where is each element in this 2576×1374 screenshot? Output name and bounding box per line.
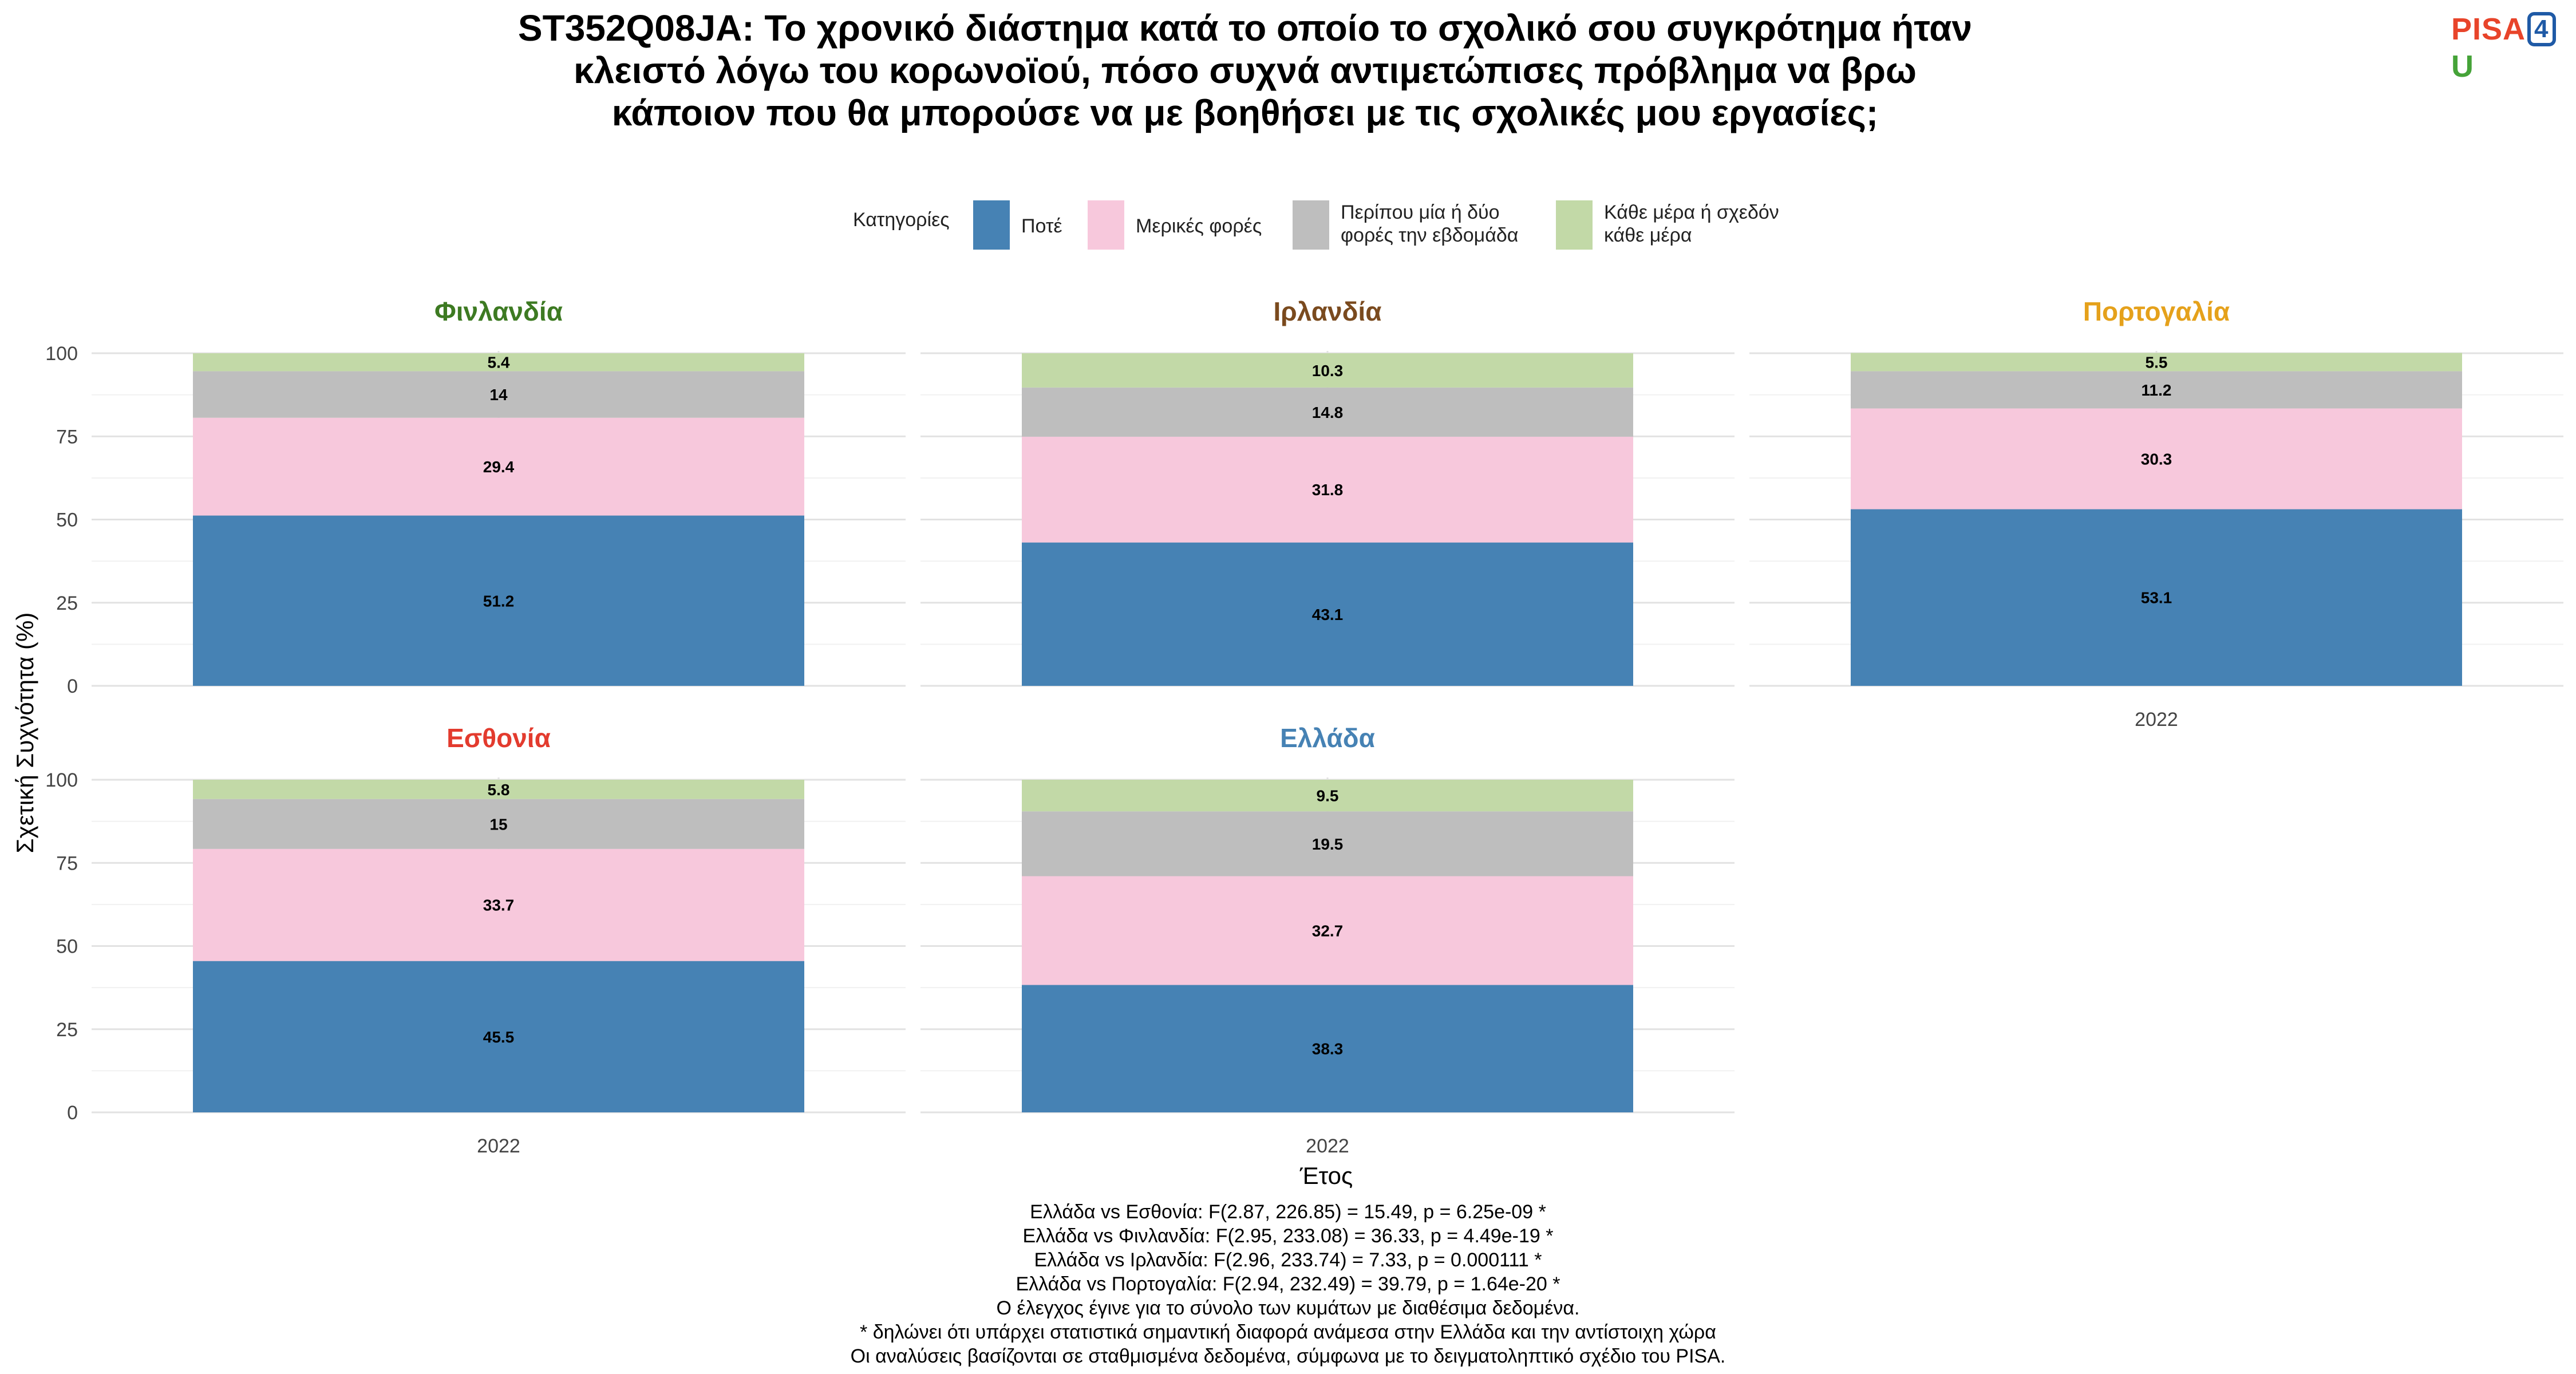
bar-segment (1022, 876, 1633, 985)
pisa4u-logo: PISA 4 U (2451, 11, 2576, 84)
data-label: 5.8 (488, 781, 510, 799)
legend-label: Μερικές φορές (1136, 215, 1262, 237)
bar-segment (193, 417, 804, 516)
bar-segment (193, 353, 804, 372)
bar-segment (1022, 780, 1633, 812)
x-tick-label: 2022 (2135, 709, 2178, 731)
bar-segment (1851, 371, 2462, 409)
legend-label: κάθε μέρα (1604, 224, 1692, 246)
y-tick-label: 100 (45, 769, 78, 791)
bar-segment (1022, 387, 1633, 437)
legend-swatch (1556, 200, 1593, 250)
panel-title: Φινλανδία (434, 297, 563, 326)
footnotes: Ελλάδα vs Εσθονία: F(2.87, 226.85) = 15.… (658, 1200, 1918, 1368)
data-label: 9.5 (1317, 787, 1339, 805)
panel-title: Πορτογαλία (2083, 297, 2230, 326)
data-label: 51.2 (483, 592, 515, 610)
bar-segment (193, 515, 804, 686)
y-tick-label: 75 (56, 852, 78, 874)
logo-part-pisa: PISA (2451, 12, 2526, 46)
legend-title: Κατηγορίες (853, 209, 950, 231)
bar-segment (1022, 811, 1633, 876)
note-line: Ο έλεγχος έγινε για το σύνολο των κυμάτω… (996, 1297, 1580, 1319)
data-label: 43.1 (1312, 606, 1344, 623)
data-label: 30.3 (2141, 450, 2172, 468)
y-tick-label: 100 (45, 343, 78, 365)
x-axis-title: Έτος (1299, 1162, 1353, 1189)
data-label: 15 (489, 815, 507, 833)
panel-title: Ιρλανδία (1273, 297, 1381, 326)
legend-swatch (1088, 200, 1124, 250)
legend-label: φορές την εβδομάδα (1341, 224, 1518, 246)
x-tick-label: 2022 (477, 1135, 520, 1157)
y-tick-label: 50 (56, 936, 78, 958)
y-tick-label: 0 (67, 1102, 78, 1124)
logo-part-4: 4 (2527, 12, 2556, 46)
note-line: Οι αναλύσεις βασίζονται σε σταθμισμένα δ… (850, 1345, 1726, 1367)
bar-segment (1022, 985, 1633, 1112)
y-tick-label: 0 (67, 676, 78, 697)
bar-segment (193, 780, 804, 799)
bar-segment (193, 799, 804, 849)
legend-swatch (973, 200, 1010, 250)
panel-title: Ελλάδα (1280, 723, 1375, 753)
y-tick-label: 75 (56, 426, 78, 448)
chart-title: ST352Q08JA: Το χρονικό διάστημα κατά το … (517, 7, 1973, 133)
note-line: Ελλάδα vs Ιρλανδία: F(2.96, 233.74) = 7.… (1034, 1249, 1542, 1271)
y-axis-title: Σχετική Συχνότητα (%) (11, 613, 38, 854)
note-line: Ελλάδα vs Εσθονία: F(2.87, 226.85) = 15.… (1030, 1201, 1546, 1223)
data-label: 32.7 (1312, 922, 1344, 939)
bar-segment (193, 371, 804, 418)
data-label: 14.8 (1312, 404, 1344, 421)
note-line: Ελλάδα vs Πορτογαλία: F(2.94, 232.49) = … (1016, 1273, 1560, 1295)
legend-label: Κάθε μέρα ή σχεδόν (1604, 202, 1779, 223)
bar-segment (1022, 436, 1633, 543)
data-label: 45.5 (483, 1028, 515, 1046)
logo-part-u: U (2451, 49, 2474, 84)
data-label: 33.7 (483, 897, 515, 914)
bar-segment (1851, 509, 2462, 686)
bar-segment (1022, 353, 1633, 388)
data-label: 11.2 (2142, 381, 2172, 399)
legend-label: Περίπου μία ή δύο (1341, 202, 1500, 223)
data-label: 29.4 (483, 458, 515, 476)
y-tick-label: 25 (56, 1019, 78, 1041)
data-label: 19.5 (1312, 835, 1344, 853)
data-label: 53.1 (2141, 589, 2172, 607)
bar-segment (1851, 408, 2462, 510)
bar-segment (1022, 542, 1633, 686)
bar-segment (193, 961, 804, 1112)
data-label: 5.5 (2146, 353, 2168, 371)
y-tick-label: 50 (56, 510, 78, 531)
bar-segment (1851, 353, 2462, 372)
legend-label: Ποτέ (1021, 215, 1062, 237)
data-label: 38.3 (1312, 1040, 1344, 1058)
data-label: 14 (489, 386, 508, 404)
bar-segment (193, 848, 804, 961)
panel-title: Εσθονία (447, 723, 551, 753)
note-line: Ελλάδα vs Φινλανδία: F(2.95, 233.08) = 3… (1022, 1225, 1554, 1247)
x-tick-label: 2022 (1306, 1135, 1349, 1157)
note-line: * δηλώνει ότι υπάρχει στατιστικά σημαντι… (860, 1321, 1716, 1343)
data-label: 5.4 (488, 354, 510, 372)
legend-swatch (1293, 200, 1329, 250)
data-label: 31.8 (1312, 481, 1344, 499)
data-label: 10.3 (1312, 362, 1344, 380)
y-tick-label: 25 (56, 593, 78, 614)
